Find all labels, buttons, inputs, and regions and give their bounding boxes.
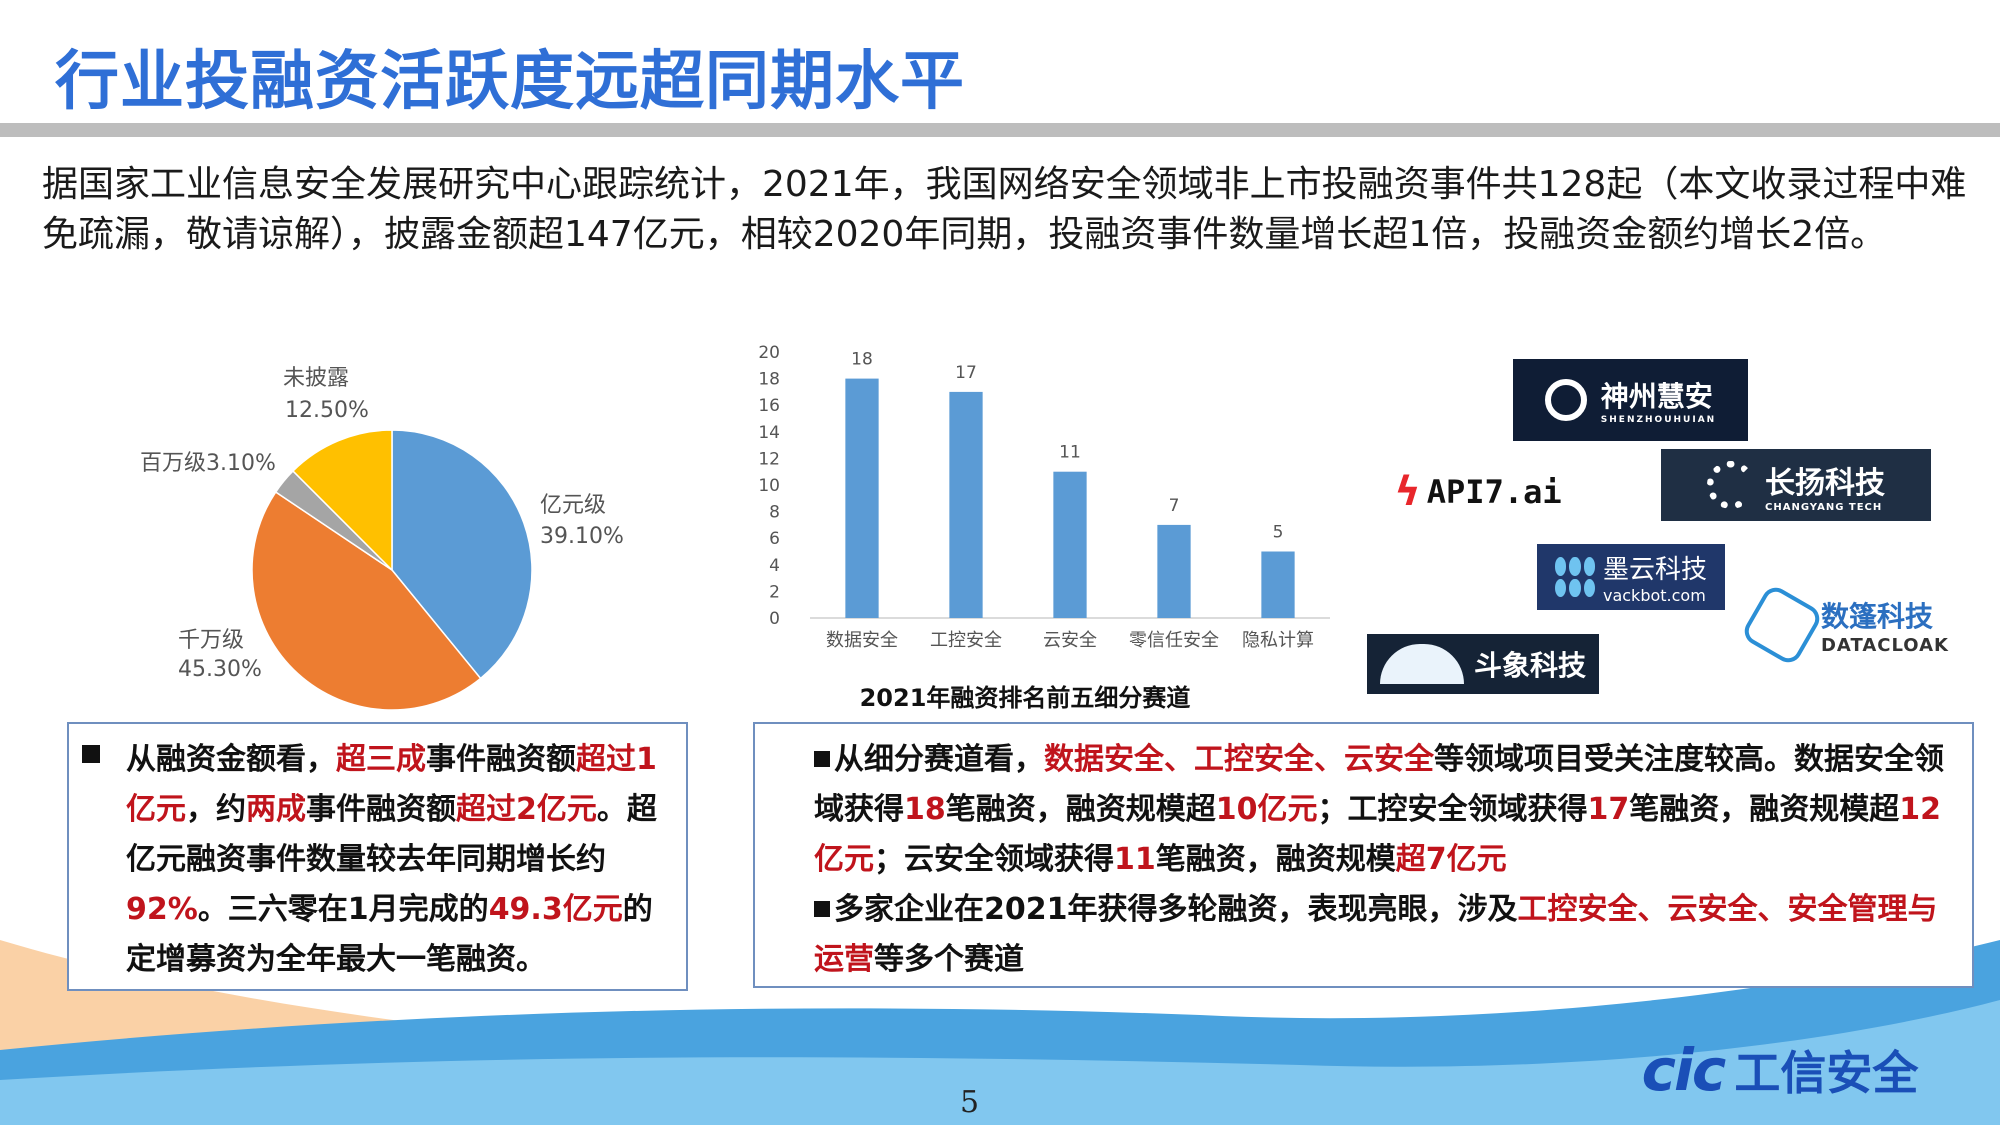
datacloak-hexagon-icon (1739, 582, 1825, 668)
bar-0 (845, 378, 879, 618)
pie-label-value-3: 12.50% (285, 398, 369, 423)
changyang-sub: CHANGYANG TECH (1765, 501, 1883, 513)
bar-chart: 0 2 4 6 8 10 12 14 16 18 20 18 数据安全 17 工控安全 11 云安全 7 零信任安… (758, 343, 1330, 651)
pie-slice-1 (251, 490, 482, 711)
x-tick-label-4: 隐私计算 (1242, 630, 1314, 651)
datacloak-logo: 数篷科技 DATACLOAK (1739, 582, 1960, 668)
bullet-square-icon (814, 751, 830, 767)
bar-chart-title: 2021年融资排名前五细分赛道 (859, 684, 1191, 712)
y-tick-label: 2 (769, 582, 780, 602)
bottom-wave-decoration (0, 940, 2000, 1125)
y-tick-label: 18 (758, 370, 780, 390)
api7-bolt-icon: ϟ (1394, 469, 1421, 515)
moyun-name: 墨云科技 (1602, 555, 1707, 585)
y-tick-label: 14 (758, 423, 780, 443)
pie-label-value-0: 39.10% (540, 524, 624, 549)
douxiang-logo: 斗象科技 (1367, 634, 1599, 694)
moyun-sub: vackbot.com (1602, 586, 1706, 605)
bar-1 (949, 391, 983, 618)
shenzhou-logo: 神州慧安 SHENZHOUHUIAN (1513, 359, 1748, 441)
bar-data-label-1: 17 (955, 363, 977, 383)
cic-name: 工信安全 (1734, 1046, 1919, 1100)
douxiang-icon (1379, 644, 1464, 684)
pie-label-name-1: 千万级 (178, 628, 244, 653)
pie-label-value-1: 45.30% (178, 657, 262, 682)
segment-bullet-1: 从细分赛道看，数据安全、工控安全、云安全等领域项目受关注度较高。数据安全领域获得… (814, 742, 1944, 877)
y-tick-label: 12 (758, 449, 780, 469)
pie-label-name-3: 未披露 (283, 366, 349, 391)
moyun-logo: 墨云科技 vackbot.com (1537, 544, 1725, 610)
pie-label-name-2: 百万级3.10% (140, 451, 276, 476)
page-title: 行业投融资活跃度远超同期水平 (55, 45, 965, 119)
y-tick-label: 10 (758, 476, 780, 496)
douxiang-name: 斗象科技 (1473, 649, 1586, 682)
bar-3 (1157, 524, 1191, 618)
funding-amount-box (67, 722, 688, 991)
changyang-icon (1707, 461, 1755, 509)
bar-data-label-4: 5 (1273, 523, 1284, 543)
pie-chart: 亿元级 39.10% 千万级 45.30% 百万级3.10% 未披露 12.50… (140, 366, 624, 711)
title-divider (0, 123, 2000, 137)
y-tick-label: 16 (758, 396, 780, 416)
segment-bullet-2: 多家企业在2021年获得多轮融资，表现亮眼，涉及工控安全、云安全、安全管理与运营… (814, 892, 1938, 977)
y-tick-label: 0 (769, 609, 780, 629)
bar-4 (1261, 551, 1295, 618)
changyang-logo: 长扬科技 CHANGYANG TECH (1661, 449, 1931, 521)
x-tick-label-1: 工控安全 (930, 630, 1002, 651)
y-tick-label: 6 (769, 529, 780, 549)
moyun-icon (1554, 557, 1595, 597)
bullet-square-icon (814, 901, 830, 917)
pie-slice-0 (391, 429, 533, 680)
bar-2 (1053, 471, 1087, 618)
pie-slice-3 (291, 429, 393, 572)
y-tick-label: 4 (769, 556, 780, 576)
segment-analysis-text: 从细分赛道看，数据安全、工控安全、云安全等领域项目受关注度较高。数据安全领域获得… (814, 735, 1964, 985)
x-tick-label-0: 数据安全 (826, 630, 898, 651)
datacloak-sub: DATACLOAK (1820, 634, 1950, 656)
changyang-name: 长扬科技 (1765, 465, 1885, 501)
shenzhou-icon (1544, 379, 1587, 421)
api7-logo: ϟ API7.ai (1378, 462, 1578, 522)
bar-data-label-0: 18 (851, 350, 873, 370)
datacloak-name: 数篷科技 (1820, 599, 1933, 633)
left-box-bullet-icon (82, 745, 100, 763)
pie-label-name-0: 亿元级 (540, 493, 606, 518)
segment-analysis-box (753, 722, 1974, 988)
shenzhou-sub: SHENZHOUHUIAN (1600, 415, 1717, 425)
y-tick-label: 20 (758, 343, 780, 363)
shenzhou-name: 神州慧安 (1600, 380, 1713, 413)
x-tick-label-2: 云安全 (1043, 630, 1097, 651)
x-tick-label-3: 零信任安全 (1129, 630, 1219, 651)
page-number: 5 (960, 1085, 980, 1120)
api7-name: API7.ai (1426, 473, 1562, 511)
cic-mark-icon: cic (1641, 1036, 1727, 1104)
cic-logo: cic 工信安全 (1600, 1035, 1960, 1105)
funding-amount-text: 从融资金额看，超三成事件融资额超过1亿元，约两成事件融资额超过2亿元。超亿元融资… (126, 742, 657, 977)
intro-paragraph: 据国家工业信息安全发展研究中心跟踪统计，2021年，我国网络安全领域非上市投融资… (42, 164, 1967, 255)
bar-data-label-3: 7 (1169, 496, 1180, 516)
bar-data-label-2: 11 (1059, 443, 1081, 463)
y-tick-label: 8 (769, 503, 780, 523)
